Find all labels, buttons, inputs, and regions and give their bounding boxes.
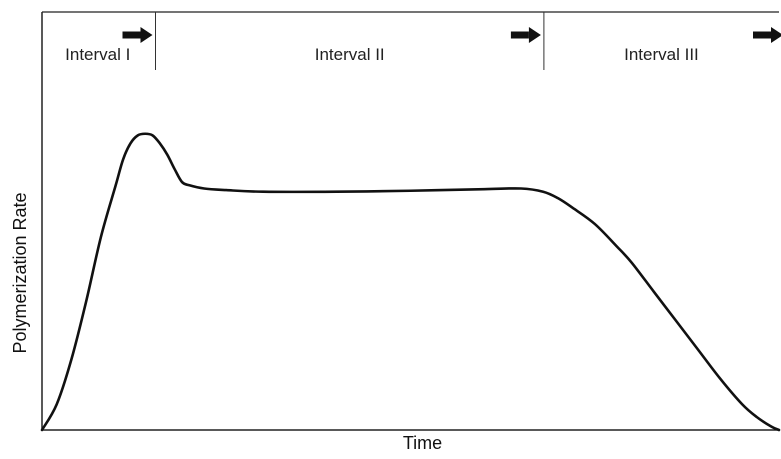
interval-arrow bbox=[510, 27, 541, 43]
series-line bbox=[40, 132, 781, 432]
interval-label: Interval I bbox=[65, 45, 130, 64]
x-axis-title: Time bbox=[403, 433, 442, 453]
interval-arrow bbox=[122, 27, 153, 43]
interval-label: Interval III bbox=[624, 45, 699, 64]
interval-arrow bbox=[753, 27, 781, 43]
y-axis-title: Polymerization Rate bbox=[10, 192, 30, 353]
interval-label: Interval II bbox=[315, 45, 385, 64]
